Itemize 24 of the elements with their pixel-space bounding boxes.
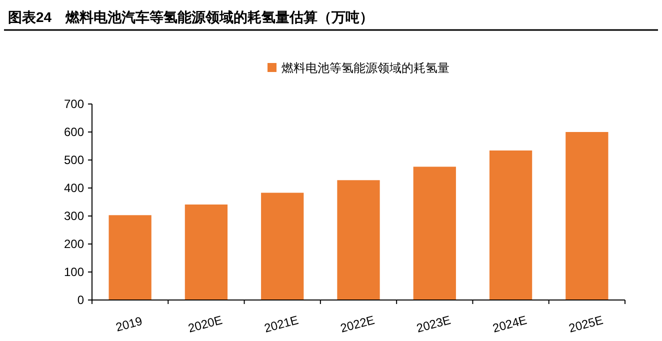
y-tick-label: 700 [64, 97, 84, 111]
y-tick-label: 600 [64, 125, 84, 139]
y-tick-label: 100 [64, 265, 84, 279]
x-tick-label: 2022E [338, 312, 376, 336]
bar [184, 204, 228, 300]
x-tick-label: 2025E [567, 312, 604, 336]
bar [261, 192, 304, 300]
bar [413, 166, 456, 300]
legend-label: 燃料电池等氢能源领域的耗氢量 [282, 61, 450, 75]
y-tick-label: 0 [77, 293, 84, 307]
bar [108, 215, 152, 300]
bar [566, 132, 608, 300]
y-tick-label: 200 [64, 237, 84, 251]
y-tick-label: 300 [64, 209, 84, 223]
x-tick-label: 2020E [186, 312, 224, 336]
y-tick-label: 500 [64, 153, 84, 167]
x-tick-label: 2023E [415, 312, 452, 336]
x-tick-label: 2021E [262, 312, 300, 336]
x-tick-label: 2019 [114, 314, 144, 334]
bar [337, 180, 380, 300]
chart-title: 图表24 燃料电池汽车等氢能源领域的耗氢量估算（万吨） [8, 9, 374, 25]
x-tick-label: 2024E [491, 312, 528, 336]
bar [489, 150, 532, 300]
y-tick-label: 400 [64, 181, 84, 195]
